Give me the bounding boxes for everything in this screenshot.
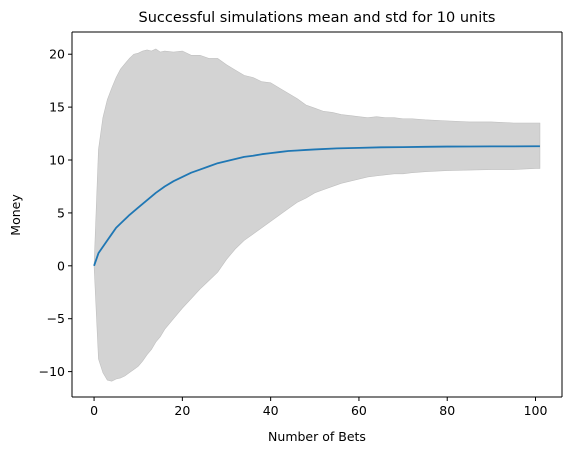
axes-frame (71, 31, 563, 398)
x-axis-label: Number of Bets (268, 429, 366, 444)
x-axis-ticks: 0 20 40 60 80 100 (90, 397, 547, 418)
y-tick-label: 0 (57, 258, 65, 273)
y-tick-label: 10 (49, 153, 65, 168)
y-axis-ticks: −10 −5 0 5 10 15 20 (39, 47, 72, 379)
x-tick-label: 0 (90, 403, 98, 418)
mean-line (93, 145, 540, 267)
y-tick-label: −10 (39, 364, 65, 379)
y-tick-label: 5 (57, 205, 65, 220)
plot-area (93, 48, 541, 382)
x-tick-label: 80 (439, 403, 455, 418)
y-tick-label: 15 (49, 100, 65, 115)
x-tick-label: 20 (174, 403, 190, 418)
y-axis-label: Money (8, 194, 23, 236)
x-tick-label: 100 (524, 403, 548, 418)
x-tick-label: 40 (263, 403, 279, 418)
y-tick-label: −5 (47, 311, 65, 326)
y-tick-label: 20 (49, 47, 65, 62)
chart-title: Successful simulations mean and std for … (139, 10, 496, 26)
x-tick-label: 60 (351, 403, 367, 418)
